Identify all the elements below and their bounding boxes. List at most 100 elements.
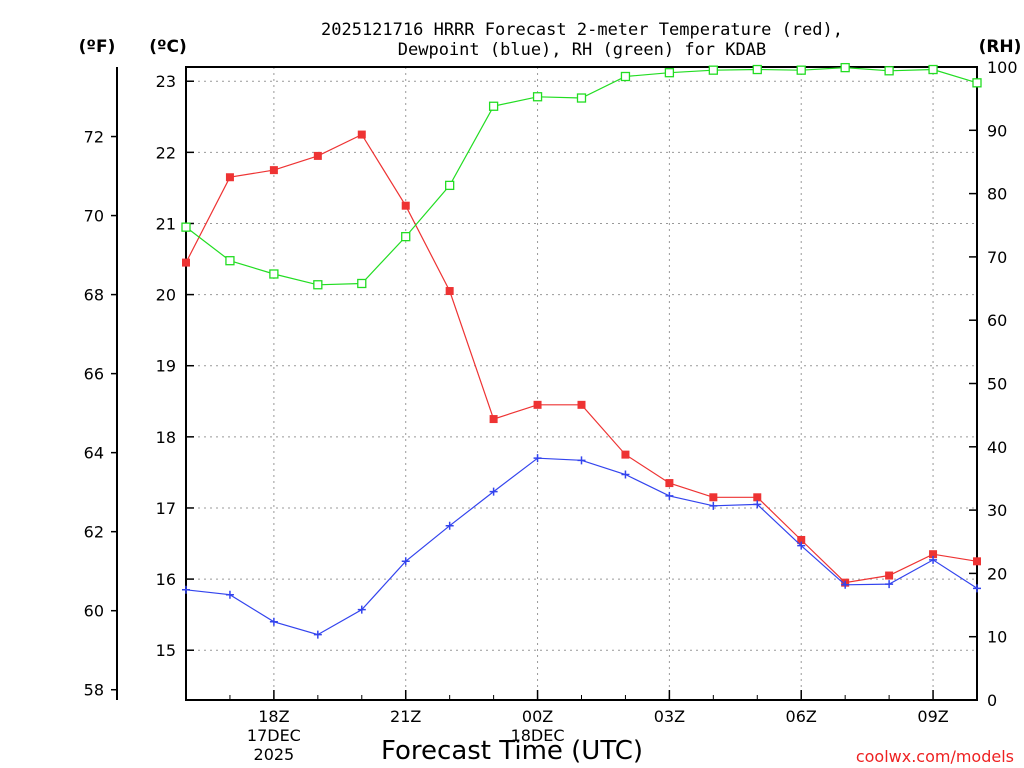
- temperature-point: [225, 173, 234, 182]
- dewpoint-point: [577, 456, 586, 465]
- dewpoint-point: [797, 541, 806, 550]
- dewpoint-point: [269, 617, 278, 626]
- dewpoint-line: [185, 457, 978, 636]
- x-date-label: 18DEC: [511, 726, 565, 745]
- rh-tick-label: 30: [987, 501, 1007, 520]
- grid-lines: [186, 67, 977, 700]
- temperature-point: [621, 450, 630, 459]
- dewpoint-point: [445, 521, 454, 530]
- credit-link[interactable]: coolwx.com/models: [856, 747, 1014, 766]
- celsius-tick-label: 21: [156, 214, 176, 233]
- celsius-tick-label: 17: [156, 499, 176, 518]
- x-tick-label: 00Z: [522, 707, 553, 726]
- temperature-point: [973, 557, 981, 566]
- temperature-point: [269, 166, 278, 175]
- x-tick-label: 21Z: [390, 707, 421, 726]
- fahrenheit-tick-label: 58: [84, 681, 104, 700]
- dewpoint-point: [973, 584, 981, 593]
- rh-point: [752, 64, 762, 75]
- chart-title-line1: 2025121716 HRRR Forecast 2-meter Tempera…: [321, 20, 843, 40]
- x-tick-label: 06Z: [786, 707, 817, 726]
- rh-tick-label: 100: [987, 58, 1018, 77]
- temperature-point: [885, 571, 894, 580]
- rh-tick-label: 50: [987, 375, 1007, 394]
- axes: [111, 66, 978, 701]
- rh-point: [620, 71, 631, 82]
- rh-point: [313, 280, 323, 290]
- rh-point: [664, 68, 675, 78]
- rh-tick-label: 60: [987, 311, 1007, 330]
- fahrenheit-tick-label: 62: [84, 523, 104, 542]
- rh-point: [972, 78, 982, 88]
- dewpoint-point: [182, 585, 190, 594]
- dewpoint-point: [841, 580, 850, 589]
- temperature-point: [709, 493, 718, 502]
- rh-point: [488, 101, 499, 111]
- temperature-point: [577, 400, 586, 409]
- temperature-point: [313, 151, 322, 160]
- chart-title-line2: Dewpoint (blue), RH (green) for KDAB: [398, 40, 766, 60]
- fahrenheit-tick-label: 72: [84, 128, 104, 147]
- celsius-tick-label: 20: [156, 286, 176, 305]
- rh-point: [357, 278, 367, 289]
- temperature-point: [665, 479, 674, 488]
- temperature-point: [489, 415, 498, 424]
- x-tick-label: 09Z: [917, 707, 948, 726]
- rh-point: [576, 93, 587, 103]
- celsius-tick-label: 15: [156, 641, 176, 660]
- celsius-tick-label: 22: [156, 143, 176, 162]
- fahrenheit-tick-label: 60: [84, 602, 104, 621]
- rh-point: [708, 65, 718, 75]
- x-date-label: 17DEC: [247, 726, 301, 745]
- rh-point: [532, 92, 543, 102]
- x-tick-label: 18Z: [258, 707, 289, 726]
- celsius-tick-label: 23: [156, 72, 176, 91]
- tick-labels: 15 16 17 18 19 20 21 22 23 58 60 62 64 66 68 70 72 0 10 20 3…: [84, 58, 1018, 764]
- rh-point: [181, 222, 191, 232]
- dewpoint-point: [489, 487, 498, 496]
- rh-point: [884, 66, 894, 76]
- celsius-tick-label: 16: [156, 570, 176, 589]
- celsius-tick-label: 19: [156, 357, 176, 376]
- temperature-line: [185, 133, 978, 584]
- temperature-point: [533, 400, 542, 409]
- x-year-label: 2025: [254, 745, 295, 764]
- x-axis-label: Forecast Time (UTC): [381, 736, 643, 766]
- dewpoint-point: [357, 605, 366, 614]
- fahrenheit-tick-label: 70: [84, 207, 104, 226]
- dewpoint-point: [313, 630, 322, 639]
- rh-point: [225, 256, 235, 266]
- dewpoint-point: [621, 470, 630, 479]
- plot-frame: [185, 66, 978, 701]
- x-tick-label: 03Z: [654, 707, 685, 726]
- fahrenheit-tick-label: 68: [84, 286, 104, 305]
- rh-tick-label: 40: [987, 438, 1007, 457]
- dewpoint-point: [709, 501, 718, 510]
- dewpoint-point: [885, 580, 894, 589]
- dewpoint-point: [753, 500, 762, 509]
- rh-tick-label: 10: [987, 628, 1007, 647]
- temperature-point: [357, 130, 366, 139]
- rh-tick-label: 20: [987, 564, 1007, 583]
- temperature-point: [445, 287, 454, 296]
- rh-unit-label: (RH): [979, 37, 1022, 57]
- rh-point: [840, 62, 850, 73]
- celsius-unit-label: (ºC): [149, 37, 187, 57]
- dewpoint-point: [929, 555, 938, 564]
- dewpoint-point: [225, 590, 234, 599]
- rh-tick-label: 90: [987, 121, 1007, 140]
- fahrenheit-unit-label: (ºF): [79, 37, 116, 57]
- rh-tick-label: 0: [987, 691, 997, 710]
- temperature-point: [797, 535, 806, 544]
- data-series: [181, 62, 982, 639]
- temperature-point: [182, 258, 190, 267]
- dewpoint-point: [533, 454, 542, 463]
- rh-point: [445, 180, 455, 191]
- celsius-tick-label: 18: [156, 428, 176, 447]
- rh-point: [928, 64, 938, 75]
- temperature-point: [929, 550, 938, 559]
- rh-tick-label: 70: [987, 248, 1007, 267]
- fahrenheit-tick-label: 64: [84, 444, 104, 463]
- rh-point: [269, 269, 279, 279]
